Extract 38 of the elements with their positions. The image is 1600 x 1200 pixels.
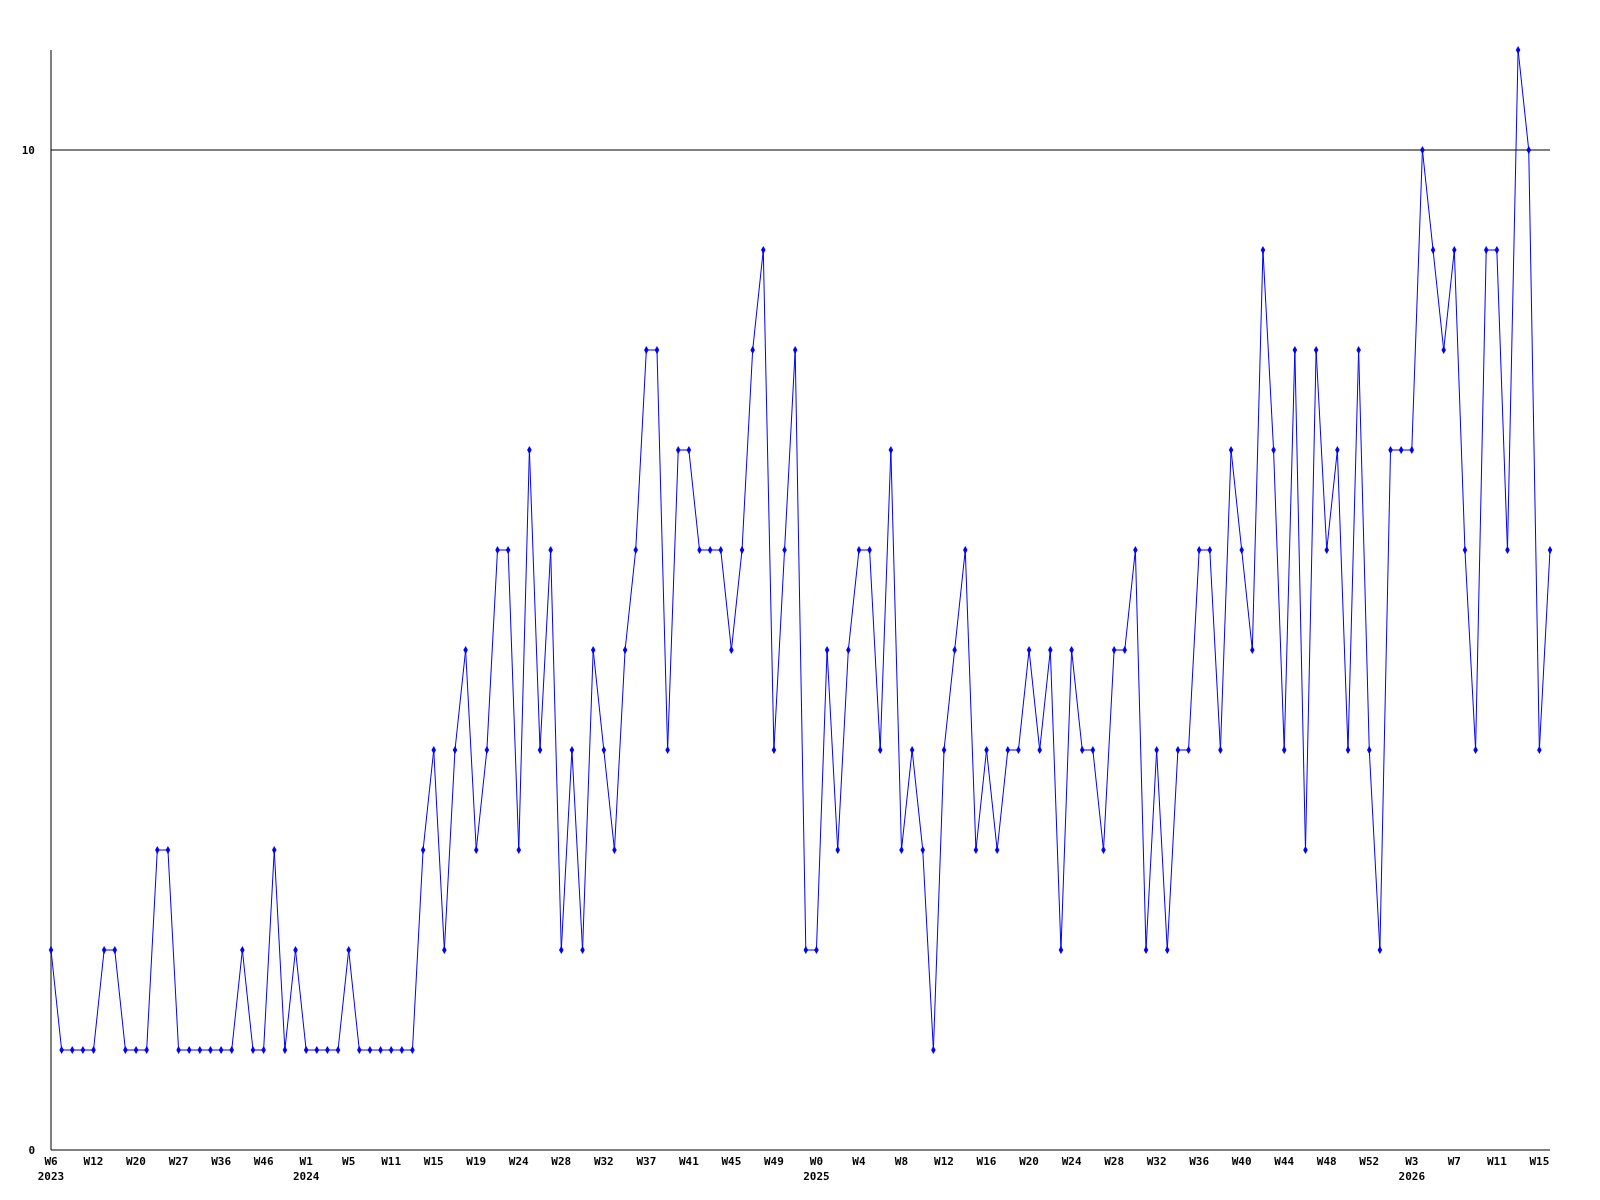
x-tick-label: W12 (83, 1155, 104, 1168)
x-tick-label: W24 (508, 1155, 530, 1168)
x-tick-label: W8 (894, 1155, 909, 1168)
x-tick-label: W41 (678, 1155, 700, 1168)
x-tick-label: W12 (934, 1155, 954, 1168)
x-tick-label: W11 (381, 1155, 402, 1168)
x-tick-label: W7 (1447, 1155, 1461, 1168)
x-tick-label: W3 2026 (1398, 1155, 1426, 1183)
x-tick-label: W44 (1274, 1155, 1295, 1168)
x-tick-label: W19 (466, 1155, 487, 1168)
x-tick-label: W32 (1146, 1155, 1167, 1168)
x-tick-label: W1 2024 (292, 1155, 320, 1183)
x-tick-label: W24 (1061, 1155, 1082, 1168)
x-tick-label: W0 2025 (803, 1155, 830, 1183)
x-tick-label: W46 (253, 1155, 274, 1168)
x-tick-label: W32 (593, 1155, 614, 1168)
y-tick-label: 10 (21, 143, 35, 157)
x-tick-label: W40 (1231, 1155, 1252, 1168)
x-tick-label: W6 2023 (37, 1155, 65, 1183)
x-tick-label: W45 (721, 1155, 742, 1168)
x-tick-label: W16 (976, 1155, 997, 1168)
x-tick-label: W5 (342, 1155, 356, 1168)
x-tick-label: W4 (852, 1155, 866, 1168)
x-tick-label: W36 (1189, 1155, 1210, 1168)
x-tick-label: W49 (763, 1155, 784, 1168)
x-tick-label: W20 (1019, 1155, 1040, 1168)
x-tick-label: W36 (211, 1155, 232, 1168)
x-tick-label: W20 (126, 1155, 146, 1168)
y-tick-label: 0 (28, 1143, 35, 1157)
x-tick-label: W15 (423, 1155, 444, 1168)
x-tick-label: W37 (636, 1155, 657, 1168)
x-tick-label: W28 (1104, 1155, 1125, 1168)
x-tick-label: W11 (1486, 1155, 1508, 1168)
x-tick-label: W27 (168, 1155, 189, 1168)
x-tick-label: W52 (1359, 1155, 1380, 1168)
x-tick-label: W48 (1316, 1155, 1337, 1168)
x-tick-label: W28 (551, 1155, 572, 1168)
x-tick-label: W15 (1529, 1155, 1550, 1168)
